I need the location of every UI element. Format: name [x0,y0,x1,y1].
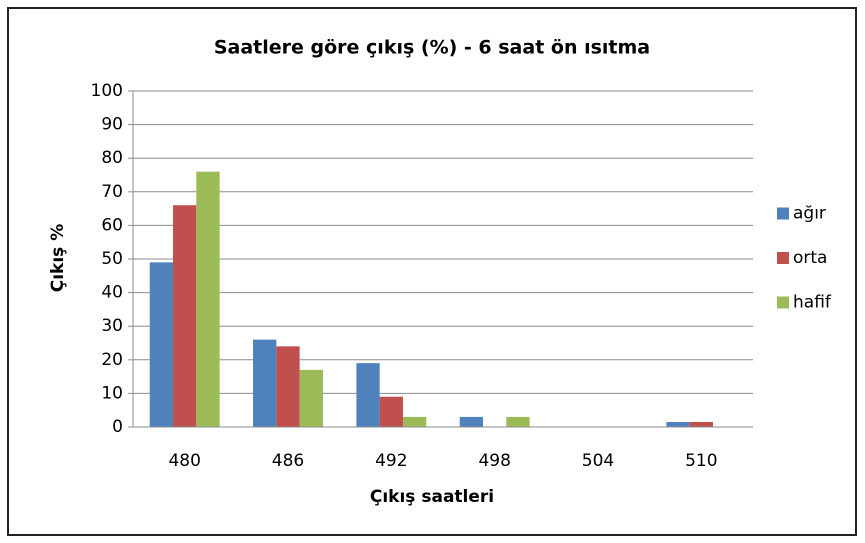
y-axis-title: Çıkış % [48,224,68,293]
x-tick-label: 492 [375,451,407,471]
x-tick-label: 486 [272,451,304,471]
bar [379,396,403,427]
bar [299,369,323,427]
x-axis-title: Çıkış saatleri [370,487,494,507]
y-tick-label: 70 [101,182,123,202]
x-tick-label: 510 [685,451,717,471]
bar [173,205,197,427]
bar [506,416,530,427]
y-tick-label: 10 [101,383,123,403]
bar [149,262,174,427]
y-tick-label: 40 [101,283,123,303]
y-tick-label: 0 [112,417,123,437]
bar [276,346,300,427]
legend-label: ağır [793,204,826,224]
legend-swatch [777,252,789,264]
y-tick-label: 80 [101,148,123,168]
bar [356,363,380,427]
chart-frame [7,7,857,536]
bar [253,339,277,427]
bar [196,171,220,427]
y-tick-label: 90 [101,115,123,135]
x-tick-label: 504 [582,451,614,471]
y-tick-label: 60 [101,215,123,235]
bar [666,421,690,427]
bar [689,421,713,427]
y-tick-label: 100 [91,81,123,101]
bar [402,416,427,427]
bar [459,416,484,427]
y-tick-label: 30 [101,316,123,336]
x-tick-label: 498 [478,451,510,471]
legend-swatch [777,207,789,220]
legend-swatch [777,296,789,309]
legend-label: hafif [793,293,832,313]
x-tick-label: 480 [168,451,200,471]
y-tick-label: 50 [101,249,123,269]
chart-title: Saatlere göre çıkış (%) - 6 saat ön ısıt… [214,37,650,59]
y-tick-label: 20 [101,350,123,370]
legend-label: orta [793,248,827,268]
